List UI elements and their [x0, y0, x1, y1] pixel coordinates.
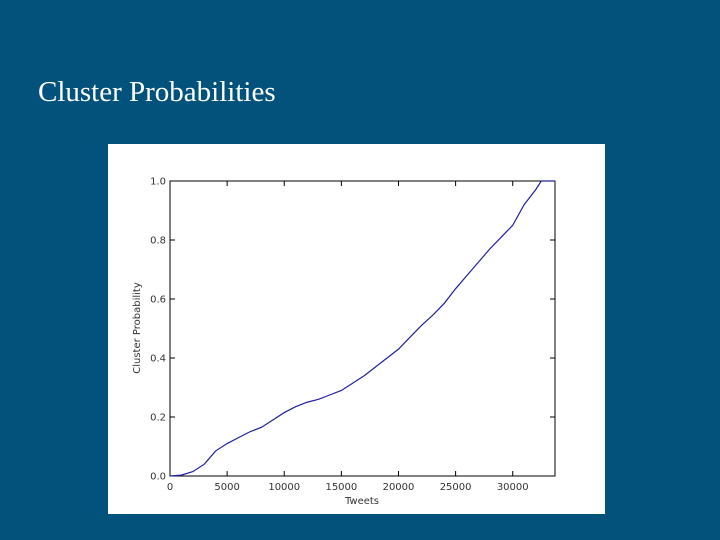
x-tick-label: 20000 [383, 482, 415, 493]
x-axis-label: Tweets [344, 496, 379, 507]
x-tick-label: 0 [167, 482, 173, 493]
x-tick-label: 30000 [497, 482, 529, 493]
data-line [169, 180, 555, 477]
plot-frame [169, 180, 556, 477]
y-tick-label: 0.6 [150, 295, 166, 306]
y-tick-label: 0.4 [150, 354, 166, 365]
y-tick-label: 0.0 [150, 472, 166, 483]
x-tick-label: 5000 [214, 482, 239, 493]
x-tick-label: 15000 [325, 482, 357, 493]
y-tick-label: 0.8 [150, 236, 166, 247]
x-tick-label: 10000 [268, 482, 300, 493]
y-tick-label: 1.0 [150, 177, 166, 188]
slide-title: Cluster Probabilities [38, 76, 276, 108]
chart: Tweets Cluster Probability 0.0 0.2 0.4 0.6 0… [108, 144, 605, 514]
y-axis-label: Cluster Probability [132, 282, 143, 374]
x-tick-label: 25000 [440, 482, 472, 493]
y-tick-label: 0.2 [150, 413, 166, 424]
